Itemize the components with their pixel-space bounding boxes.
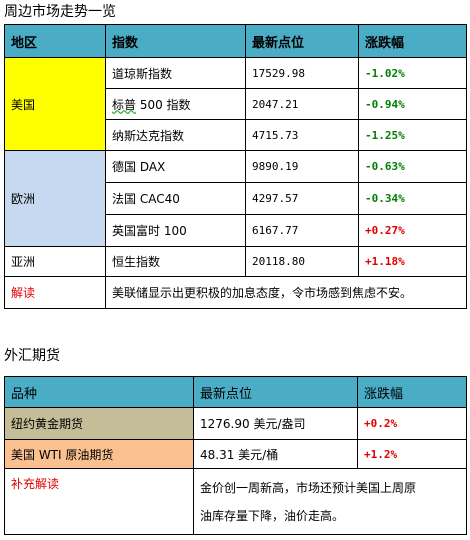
market-overview-table: 地区 指数 最新点位 涨跌幅 美国 道琼斯指数 17529.98 -1.02% … [4, 24, 467, 309]
table-row: 亚洲 恒生指数 20118.80 +1.18% [4, 246, 467, 277]
index-name-prefix: 标普 [112, 97, 137, 112]
index-value: 20118.80 [245, 246, 359, 277]
index-name: 标普 500 指数 [105, 88, 246, 120]
table-row: 纽约黄金期货 1276.90 美元/盎司 +0.2% [4, 407, 467, 440]
index-name-suffix: 500 指数 [136, 97, 191, 112]
header-region: 地区 [4, 24, 106, 58]
note-line: 油库存量下降，油价走高。 [200, 508, 345, 523]
table-row: 纳斯达克指数 4715.73 -1.25% [5, 119, 467, 151]
index-change: -1.25% [358, 119, 467, 151]
header-change: 涨跌幅 [357, 376, 467, 408]
table-row-note: 解读 美联储显示出更积极的加息态度，令市场感到焦虑不安。 [4, 276, 467, 309]
index-change: -1.02% [358, 57, 467, 89]
index-name: 德国 DAX [105, 150, 246, 183]
index-name: 纳斯达克指数 [105, 119, 246, 151]
region-asia: 亚洲 [4, 246, 106, 277]
note-line: 金价创一周新高，市场还预计美国上周原 [200, 480, 417, 495]
index-value: 9890.19 [245, 150, 359, 183]
future-value: 48.31 美元/桶 [193, 439, 358, 469]
table-row-note: 补充解读 金价创一周新高，市场还预计美国上周原 油库存量下降，油价走高。 [4, 468, 467, 535]
table-row: 美国 道琼斯指数 17529.98 -1.02% [4, 57, 467, 151]
index-change: -0.34% [358, 182, 467, 215]
index-value: 2047.21 [245, 88, 359, 120]
future-name: 美国 WTI 原油期货 [4, 439, 194, 469]
index-value: 6167.77 [245, 214, 359, 247]
future-value: 1276.90 美元/盎司 [193, 407, 358, 440]
index-value: 17529.98 [245, 57, 359, 89]
table-row: 标普 500 指数 2047.21 -0.94% [5, 88, 467, 120]
index-value: 4297.57 [245, 182, 359, 215]
table-row: 欧洲 德国 DAX 9890.19 -0.63% [4, 150, 467, 247]
note-label: 解读 [4, 276, 106, 309]
index-value: 4715.73 [245, 119, 359, 151]
index-name: 恒生指数 [105, 246, 246, 277]
index-change: -0.63% [358, 150, 467, 183]
future-change: +0.2% [357, 407, 467, 440]
future-change: +1.2% [357, 439, 467, 469]
table-row: 美国 WTI 原油期货 48.31 美元/桶 +1.2% [4, 439, 467, 469]
header-index: 指数 [105, 24, 246, 58]
section-title-futures: 外汇期货 [4, 348, 60, 364]
section-title-markets: 周边市场走势一览 [4, 4, 116, 20]
index-change: -0.94% [358, 88, 467, 120]
index-name: 英国富时 100 [105, 214, 246, 247]
region-europe: 欧洲 [4, 150, 106, 247]
header-latest: 最新点位 [193, 376, 358, 408]
future-name: 纽约黄金期货 [4, 407, 194, 440]
note-text: 美联储显示出更积极的加息态度，令市场感到焦虑不安。 [105, 276, 467, 309]
index-name: 道琼斯指数 [105, 57, 246, 89]
header-latest: 最新点位 [245, 24, 359, 58]
index-name: 法国 CAC40 [105, 182, 246, 215]
header-change: 涨跌幅 [358, 24, 467, 58]
table-header-row: 品种 最新点位 涨跌幅 [4, 376, 467, 408]
index-change: +0.27% [358, 214, 467, 247]
header-variety: 品种 [4, 376, 194, 408]
table-header-row: 地区 指数 最新点位 涨跌幅 [4, 24, 467, 58]
futures-table: 品种 最新点位 涨跌幅 纽约黄金期货 1276.90 美元/盎司 +0.2% 美… [4, 376, 467, 535]
table-row: 英国富时 100 6167.77 +0.27% [5, 214, 467, 247]
region-us: 美国 [4, 57, 106, 151]
note-label: 补充解读 [4, 468, 194, 535]
index-change: +1.18% [358, 246, 467, 277]
note-text: 金价创一周新高，市场还预计美国上周原 油库存量下降，油价走高。 [193, 468, 467, 535]
